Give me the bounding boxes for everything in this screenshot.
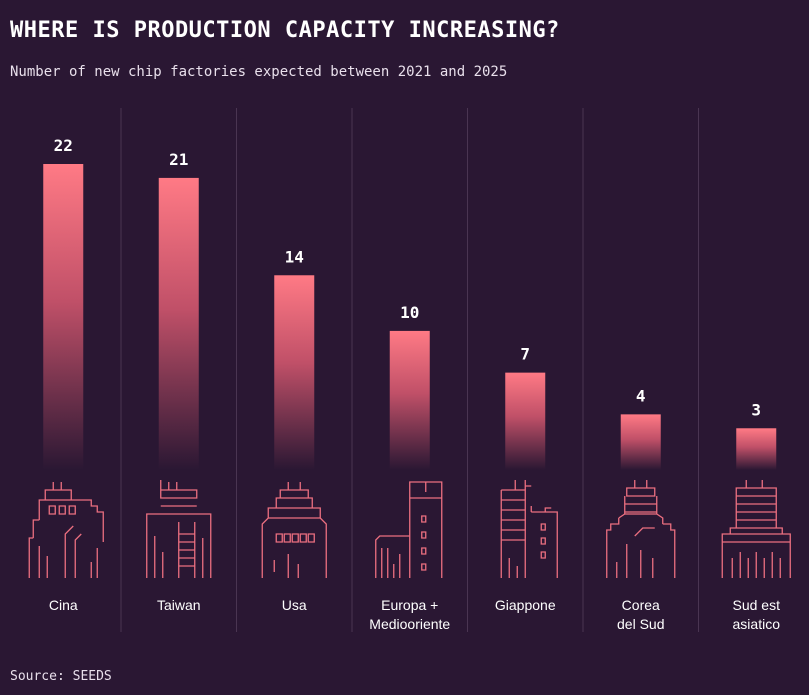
source-note: Source: SEEDS [10,669,112,684]
factory-building-icon [606,480,676,578]
chart-subtitle: Number of new chip factories expected be… [10,64,508,80]
bar-value-label: 3 [751,400,761,419]
bar [389,330,430,470]
bar-value-label: 14 [285,247,304,266]
category-label: Usa [282,597,307,613]
factory-building-icon [375,481,443,578]
bar [505,372,546,470]
factory-building-icon [721,480,791,578]
category-label: Europa + Mediooriente [369,597,450,632]
bar-value-label: 21 [169,150,188,169]
chart-title: WHERE IS PRODUCTION CAPACITY INCREASING? [10,18,560,43]
factory-building-icon [146,480,212,578]
category-label: Taiwan [157,597,201,613]
bar [43,164,84,470]
bar [158,177,199,470]
bar-value-label: 4 [636,386,646,405]
factory-building-icon [261,482,327,578]
category-label: Cina [49,597,78,613]
factory-building-icon [28,482,104,578]
category-label: Sud est asiatico [733,597,781,632]
bar [274,275,315,470]
bar-value-label: 7 [520,345,530,364]
category-label: Corea del Sud [617,597,664,632]
factory-building-icon [500,480,558,578]
bar [620,414,661,470]
category-label: Giappone [495,597,556,613]
bar [736,428,777,470]
bar-value-label: 10 [400,303,419,322]
bar-value-label: 22 [54,136,73,155]
